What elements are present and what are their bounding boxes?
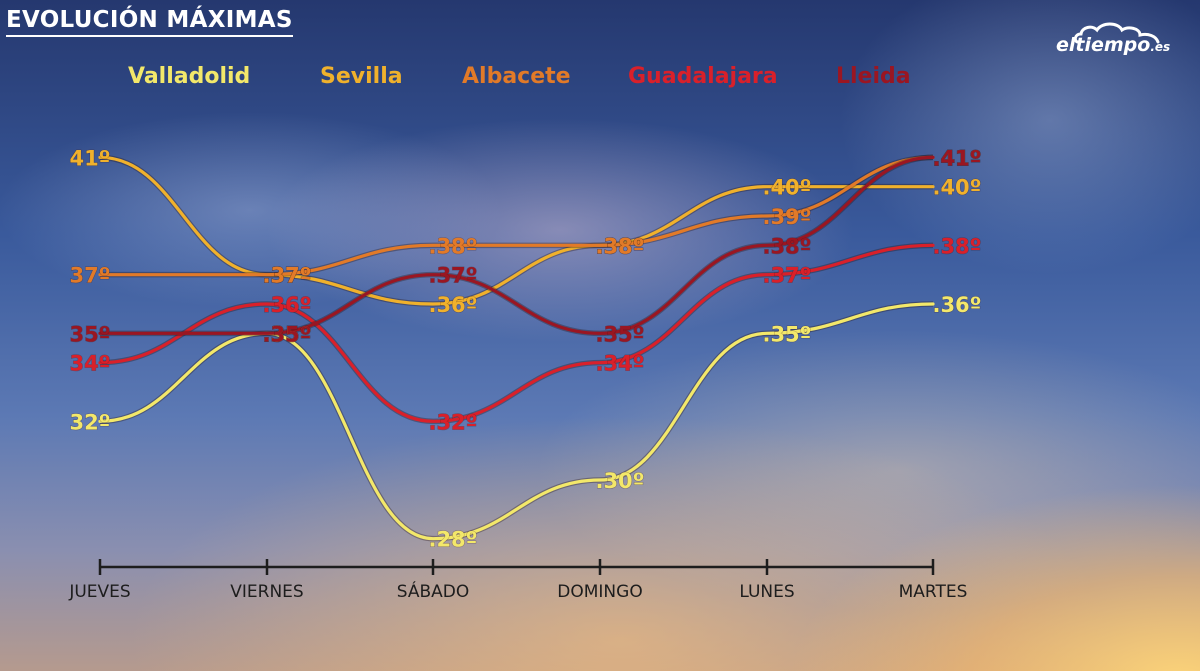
data-label-lleida: 35º bbox=[69, 322, 110, 346]
data-label-albacete: .38º bbox=[428, 234, 477, 258]
data-label-albacete: .37º bbox=[262, 264, 311, 288]
data-label-lleida: .35º bbox=[262, 322, 311, 346]
data-label-albacete: .39º bbox=[762, 205, 811, 229]
data-label-lleida: .38º bbox=[762, 234, 811, 258]
data-label-guadalajara: .36º bbox=[262, 293, 311, 317]
data-label-sevilla: .40º bbox=[932, 176, 981, 200]
data-label-valladolid: .35º bbox=[762, 322, 811, 346]
legend-item-valladolid: Valladolid bbox=[128, 64, 250, 89]
series-line-sevilla bbox=[98, 155, 935, 306]
data-label-sevilla: .36º bbox=[428, 293, 477, 317]
series-line-albacete bbox=[98, 155, 935, 277]
x-tick-label: JUEVES bbox=[68, 582, 130, 602]
legend-item-albacete: Albacete bbox=[462, 64, 571, 89]
x-tick-label: VIERNES bbox=[230, 582, 303, 602]
data-label-lleida: .35º bbox=[595, 322, 644, 346]
legend-item-sevilla: Sevilla bbox=[320, 64, 403, 89]
data-label-sevilla: .38º bbox=[595, 234, 644, 258]
chart-title: EVOLUCIÓN MÁXIMAS bbox=[6, 6, 293, 37]
legend: Valladolid Sevilla Albacete Guadalajara Llei… bbox=[128, 64, 911, 89]
data-label-valladolid: 32º bbox=[69, 410, 110, 434]
series-line-valladolid bbox=[98, 302, 935, 541]
data-label-sevilla: .40º bbox=[762, 176, 811, 200]
data-label-albacete: .41º bbox=[932, 146, 981, 170]
data-label-albacete: .38º bbox=[595, 234, 644, 258]
series-line-guadalajara bbox=[98, 243, 935, 423]
data-label-sevilla: .37º bbox=[262, 264, 311, 288]
data-label-valladolid: .30º bbox=[595, 469, 644, 493]
data-label-lleida: .41º bbox=[932, 146, 981, 170]
x-axis: JUEVES VIERNES SÁBADO DOMINGO LUNES MARTES bbox=[68, 559, 967, 602]
x-tick-label: DOMINGO bbox=[557, 582, 642, 602]
data-label-valladolid: .28º bbox=[428, 528, 477, 552]
x-tick-label: MARTES bbox=[899, 582, 968, 602]
data-label-guadalajara: .32º bbox=[428, 410, 477, 434]
data-label-valladolid: .36º bbox=[932, 293, 981, 317]
x-tick-label: SÁBADO bbox=[397, 580, 470, 602]
x-tick-label: LUNES bbox=[739, 582, 794, 602]
data-label-guadalajara: .37º bbox=[762, 264, 811, 288]
data-label-albacete: 37º bbox=[69, 264, 110, 288]
data-label-valladolid: .35º bbox=[262, 322, 311, 346]
series-line-lleida bbox=[98, 155, 935, 335]
legend-item-lleida: Lleida bbox=[836, 64, 911, 89]
legend-item-guadalajara: Guadalajara bbox=[628, 64, 778, 89]
data-label-guadalajara: .38º bbox=[932, 234, 981, 258]
cloud-icon bbox=[1073, 22, 1160, 44]
data-labels: 32º .35º .28º .30º .35º .36º 41º .37º .36º .38º .4… bbox=[69, 146, 982, 552]
logo-suffix: .es bbox=[1150, 40, 1171, 54]
data-label-sevilla: 41º bbox=[69, 146, 110, 170]
series-lines bbox=[98, 154, 935, 542]
data-label-guadalajara: 34º bbox=[69, 352, 110, 376]
data-label-guadalajara: .34º bbox=[595, 352, 644, 376]
data-label-lleida: .37º bbox=[428, 264, 477, 288]
logo-text: eltiempo bbox=[1056, 34, 1151, 56]
eltiempo-logo: eltiempo.es bbox=[1050, 22, 1180, 62]
